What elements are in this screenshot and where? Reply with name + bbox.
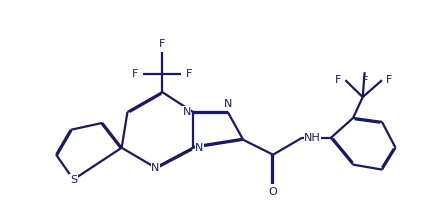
Text: F: F [159,39,165,49]
Text: N: N [195,143,203,153]
Text: F: F [335,75,341,85]
Text: S: S [70,175,77,184]
Text: N: N [151,163,160,173]
Text: F: F [186,69,192,79]
Text: O: O [269,187,277,197]
Text: N: N [183,107,191,117]
Text: F: F [362,76,368,86]
Text: F: F [386,75,392,85]
Text: N: N [224,99,232,109]
Text: NH: NH [304,133,321,143]
Text: F: F [132,69,138,79]
